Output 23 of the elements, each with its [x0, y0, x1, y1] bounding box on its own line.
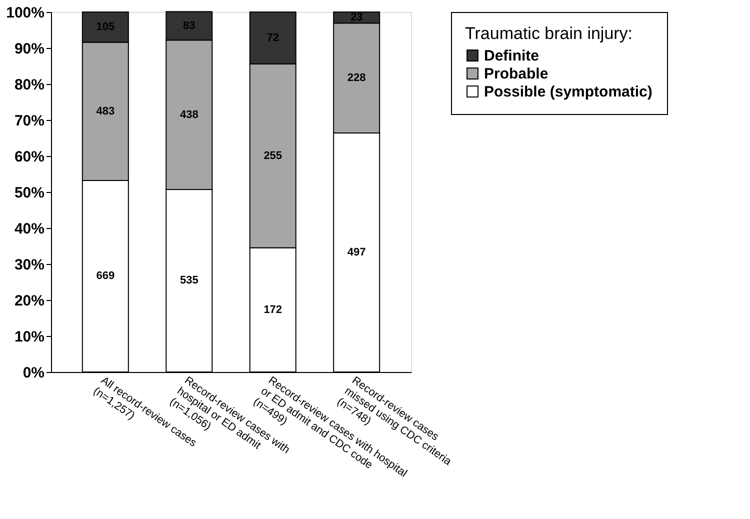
annotation: 669: [96, 270, 115, 282]
annotation: 172: [264, 304, 282, 316]
y-tick-label: 90%: [14, 40, 44, 58]
annotation: 255: [264, 150, 282, 162]
y-tick-label: 40%: [14, 220, 44, 238]
y-tick-label: 100%: [6, 4, 44, 22]
annotation: 483: [96, 105, 115, 118]
y-tick-label: 0%: [22, 364, 44, 382]
y-tick-label: 80%: [14, 76, 44, 94]
y-tick-label: 30%: [14, 256, 44, 274]
y-tick-label: 70%: [14, 112, 44, 130]
annotation: 497: [347, 246, 366, 258]
legend-title: Traumatic brain injury:: [465, 24, 633, 43]
legend-label: Possible (symptomatic): [484, 84, 652, 100]
y-tick-label: 10%: [14, 328, 44, 346]
annotation: 228: [347, 72, 366, 84]
annotation: 535: [180, 274, 198, 287]
annotation: 438: [180, 108, 198, 121]
legend-label: Probable: [484, 66, 548, 82]
y-tick-label: 60%: [14, 148, 44, 166]
legend-label: Definite: [484, 48, 540, 64]
y-tick-label: 50%: [14, 184, 44, 202]
y-tick-label: 20%: [14, 292, 44, 310]
